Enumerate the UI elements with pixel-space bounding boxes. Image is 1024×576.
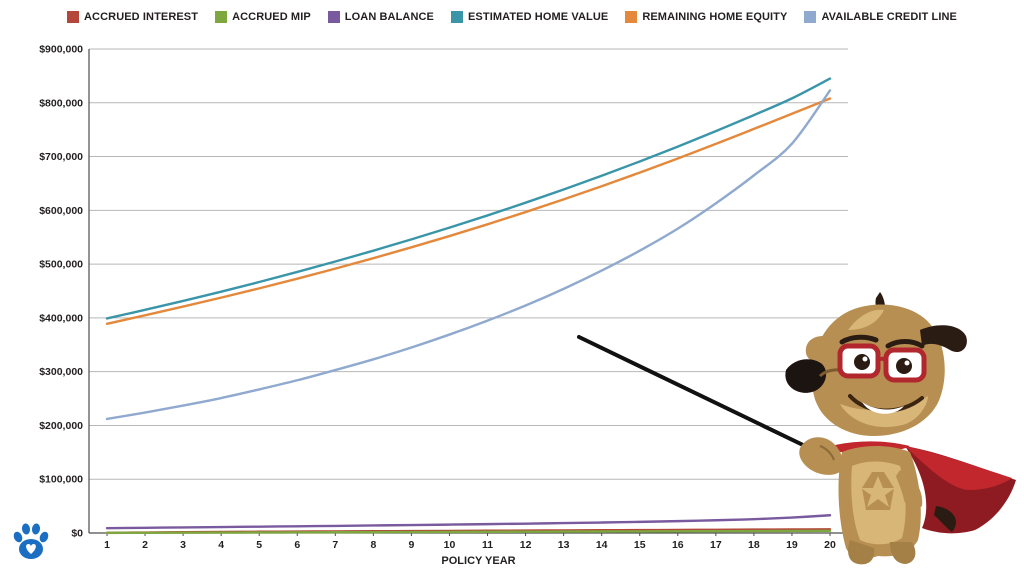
series-line-loan-balance [105, 514, 832, 530]
legend-label: REMAINING HOME EQUITY [642, 11, 788, 23]
y-tick-label: $200,000 [39, 420, 83, 432]
mascot-left-arm [799, 437, 843, 475]
x-tick-label: 5 [256, 539, 262, 551]
x-tick-label: 19 [786, 539, 798, 551]
legend-label: AVAILABLE CREDIT LINE [821, 11, 957, 23]
legend-label: ACCRUED MIP [232, 11, 311, 23]
axes: $0 $100,000 $200,000 $300,000 $400,000 $500,0… [39, 44, 848, 551]
y-tick-label: $100,000 [39, 474, 83, 486]
x-tick-label: 15 [634, 539, 646, 551]
mascot-pointer [577, 335, 832, 460]
mascot-dog-illustration [577, 292, 1016, 565]
legend-swatch [215, 11, 228, 23]
y-tick-label: $0 [71, 528, 83, 540]
x-tick-label: 10 [444, 539, 456, 551]
y-tick-label: $400,000 [39, 312, 83, 324]
x-tick-label: 20 [824, 539, 836, 551]
x-tick-label: 16 [672, 539, 684, 551]
legend-item: AVAILABLE CREDIT LINE [804, 11, 957, 23]
y-tick-label: $300,000 [39, 366, 83, 378]
x-tick-label: 17 [710, 539, 722, 551]
legend-swatch [804, 11, 817, 23]
x-tick-label: 1 [104, 539, 110, 551]
series-line-remaining-home-equity [105, 97, 832, 325]
legend-label: ESTIMATED HOME VALUE [468, 11, 609, 23]
x-tick-label: 6 [294, 539, 300, 551]
series-line-accrued-mip [105, 529, 832, 535]
series-lines [105, 77, 832, 535]
grid-lines [89, 48, 848, 480]
legend-swatch [625, 11, 638, 23]
x-tick-label: 8 [370, 539, 376, 551]
y-tick-label: $900,000 [39, 44, 83, 56]
x-tick-label: 4 [218, 539, 224, 551]
x-axis-title: POLICY YEAR [441, 555, 515, 567]
legend-swatch [327, 11, 340, 23]
x-tick-label: 7 [332, 539, 338, 551]
x-tick-label: 3 [180, 539, 186, 551]
series-line-available-credit-line [105, 89, 832, 421]
legend-item: ACCRUED MIP [215, 11, 311, 23]
chart-legend: ACCRUED INTEREST ACCRUED MIP LOAN BALANCE E… [0, 11, 1024, 23]
x-tick-label: 14 [596, 539, 608, 551]
y-tick-label: $800,000 [39, 97, 83, 109]
x-tick-label: 18 [748, 539, 760, 551]
paw-logo-icon [13, 523, 49, 559]
x-tick-label: 13 [558, 539, 570, 551]
legend-item: LOAN BALANCE [327, 11, 434, 23]
y-tick-label: $500,000 [39, 259, 83, 271]
x-tick-label: 12 [520, 539, 532, 551]
legend-swatch [67, 11, 80, 23]
x-tick-label: 9 [408, 539, 414, 551]
legend-swatch [451, 11, 463, 23]
x-tick-label: 11 [482, 539, 493, 551]
mascot-body [838, 446, 923, 565]
x-tick-label: 2 [142, 539, 148, 551]
legend-item: ACCRUED INTEREST [67, 11, 198, 23]
y-tick-label: $700,000 [39, 151, 83, 163]
legend-label: LOAN BALANCE [344, 11, 434, 23]
legend-item: ESTIMATED HOME VALUE [451, 11, 608, 23]
legend-label: ACCRUED INTEREST [84, 11, 199, 23]
mascot-tail [934, 506, 957, 532]
series-line-estimated-home-value [105, 77, 832, 320]
y-tick-label: $600,000 [39, 205, 83, 217]
legend-item: REMAINING HOME EQUITY [625, 11, 787, 23]
mascot-head [785, 292, 967, 436]
